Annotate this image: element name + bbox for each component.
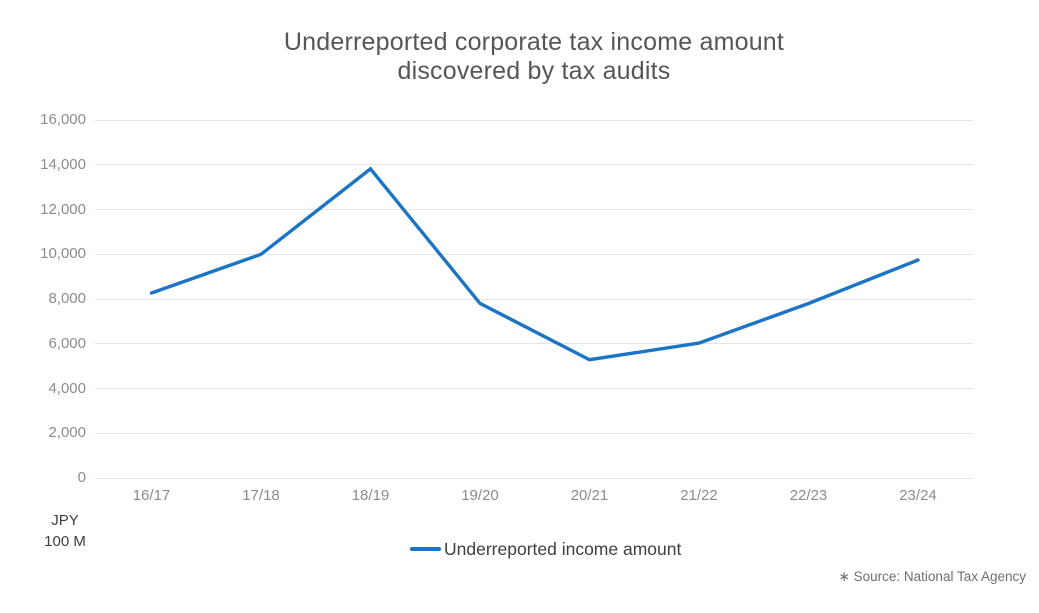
- chart-title-line-2: discovered by tax audits: [397, 57, 671, 85]
- y-axis-tick-label: 4,000: [48, 379, 86, 397]
- y-axis-tick-label: 16,000: [40, 111, 86, 128]
- y-axis-unit-label: JPY 100 M: [34, 510, 96, 552]
- gridline-y-16000: [95, 119, 973, 121]
- y-axis-tick-label: 6,000: [48, 334, 86, 352]
- chart-title-line-1: Underreported corporate tax income amoun…: [283, 28, 785, 56]
- x-axis-tick-label: 23/24: [899, 487, 937, 504]
- legend-line-swatch: [410, 547, 441, 551]
- chart-title: Underreported corporate tax income amoun…: [95, 28, 973, 86]
- gridline-y-4000: [95, 388, 973, 389]
- y-axis-tick-label: 10,000: [40, 245, 86, 263]
- series-line-underreported-income: [149, 166, 920, 362]
- y-axis-tick-label: 14,000: [40, 155, 86, 173]
- y-axis-tick-label: 0: [77, 469, 86, 486]
- x-axis-tick-label: 16/17: [132, 487, 171, 504]
- x-axis-tick-label: 22/23: [789, 487, 828, 504]
- x-axis-tick-label: 21/22: [680, 487, 718, 504]
- legend: Underreported income amount: [410, 538, 681, 560]
- y-axis-unit-line-1: JPY: [51, 512, 79, 529]
- gridline-y-14000: [95, 164, 973, 166]
- gridline-y-8000: [95, 298, 973, 300]
- x-axis-tick-label: 18/19: [351, 487, 390, 504]
- x-axis-tick-label: 19/20: [461, 487, 499, 504]
- y-axis-tick-label: 8,000: [48, 290, 86, 307]
- source-note: ∗ Source: National Tax Agency: [838, 569, 1026, 584]
- legend-label: Underreported income amount: [444, 538, 682, 559]
- gridline-y-12000: [95, 209, 973, 210]
- y-axis-unit-line-2: 100 M: [44, 533, 86, 550]
- gridline-y-10000: [95, 253, 973, 255]
- x-axis-tick-label: 17/18: [242, 487, 280, 504]
- y-axis-tick-label: 12,000: [40, 200, 86, 218]
- x-axis-tick-label: 20/21: [570, 487, 609, 504]
- gridline-y-6000: [95, 343, 973, 345]
- gridline-y-0: [95, 477, 973, 479]
- gridline-y-2000: [95, 432, 973, 434]
- y-axis-tick-label: 2,000: [48, 424, 86, 442]
